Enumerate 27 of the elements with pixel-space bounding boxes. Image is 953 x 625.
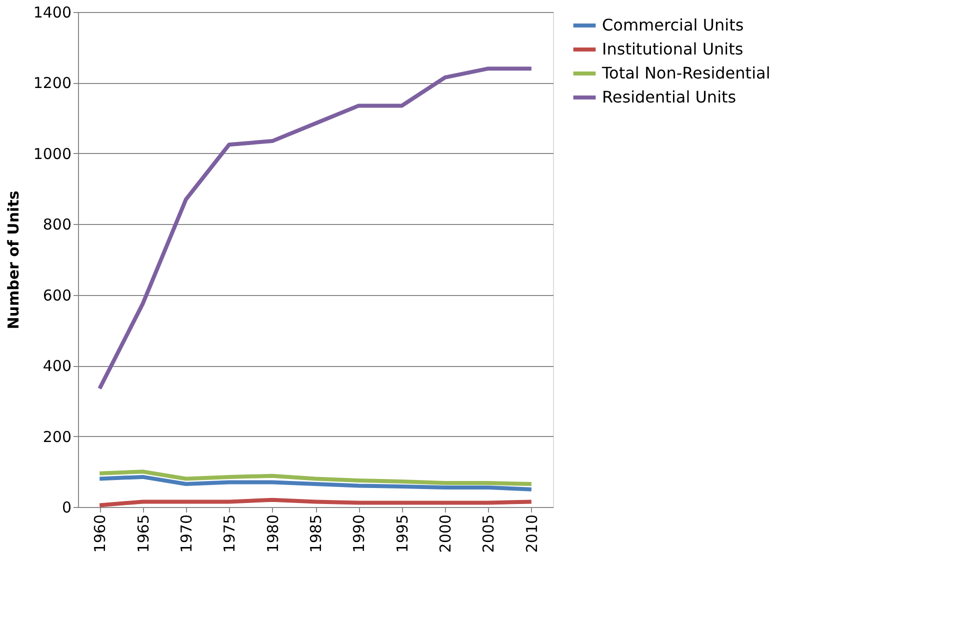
y-tick-label: 800 <box>42 216 72 234</box>
y-tick-label: 400 <box>42 357 72 376</box>
line-series <box>98 470 534 486</box>
x-tick-label: 1995 <box>393 514 412 553</box>
x-tick-label: 1985 <box>307 514 325 553</box>
x-tick-label: 1980 <box>264 514 282 553</box>
x-tick-label: 2010 <box>522 514 541 553</box>
y-tick-label: 200 <box>42 428 72 446</box>
y-tick-label: 600 <box>42 286 72 304</box>
legend-label: Commercial Units <box>602 16 744 34</box>
y-tick-label: 1000 <box>33 144 72 163</box>
x-tick-label: 2000 <box>436 514 455 553</box>
legend-label: Residential Units <box>602 88 736 106</box>
y-tick-label: 1200 <box>33 74 72 92</box>
y-tick-label: 0 <box>62 498 72 516</box>
y-axis-title: Number of Units <box>4 190 22 330</box>
legend-label: Institutional Units <box>602 40 744 58</box>
legend-label: Total Non-Residential <box>601 64 770 82</box>
line-series <box>98 474 534 492</box>
line-series <box>98 66 534 391</box>
x-tick-label: 1975 <box>220 514 239 553</box>
x-tick-label: 1990 <box>350 514 368 553</box>
x-tick-label: 1960 <box>91 514 110 553</box>
x-tick-label: 2005 <box>480 514 498 553</box>
x-tick-label: 1965 <box>134 514 152 553</box>
x-tick-label: 1970 <box>177 514 196 553</box>
y-tick-label: 1400 <box>33 4 72 22</box>
